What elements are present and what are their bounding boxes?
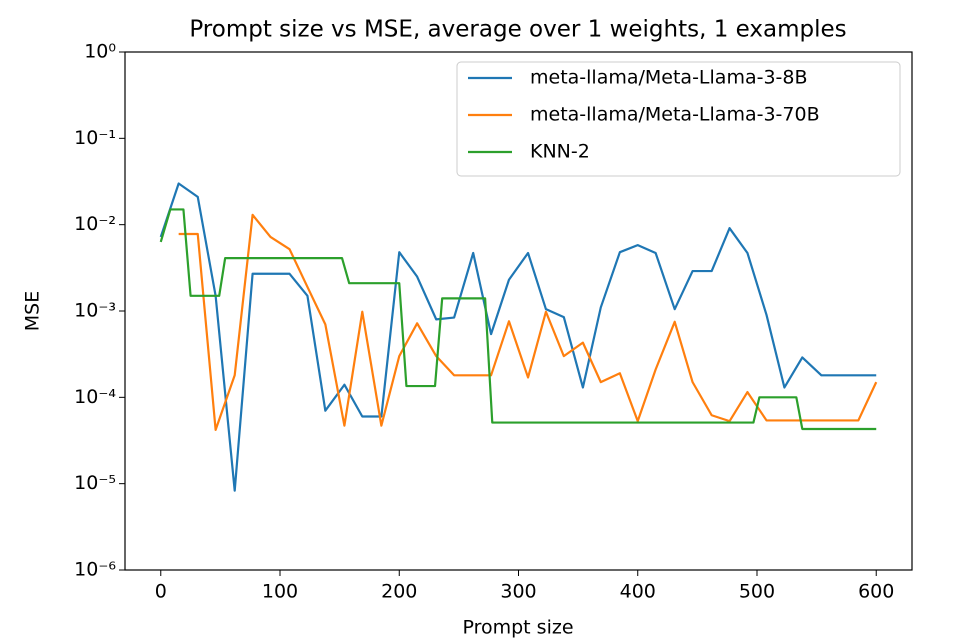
y-tick-label: 10⁰ (84, 41, 116, 63)
x-tick-label: 400 (620, 581, 656, 603)
legend-label: KNN-2 (530, 141, 590, 163)
x-axis-label: Prompt size (462, 617, 573, 639)
y-axis-label: MSE (22, 291, 44, 331)
y-tick-label: 10⁻⁶ (74, 559, 116, 581)
series-line (159, 182, 877, 492)
x-tick-label: 600 (858, 581, 894, 603)
series-line (178, 213, 878, 431)
x-tick-label: 0 (155, 581, 167, 603)
x-tick-label: 500 (739, 581, 775, 603)
x-tick-label: 100 (262, 581, 298, 603)
y-tick-label: 10⁻⁴ (74, 386, 116, 408)
plot-frame (124, 51, 913, 571)
x-tick-label: 200 (381, 581, 417, 603)
y-tick-label: 10⁻³ (74, 300, 116, 322)
legend-label: meta-llama/Meta-Llama-3-8B (530, 67, 808, 89)
y-tick-label: 10⁻⁵ (74, 472, 116, 494)
x-tick-label: 300 (500, 581, 536, 603)
legend-label: meta-llama/Meta-Llama-3-70B (530, 104, 820, 126)
y-tick-label: 10⁻¹ (74, 127, 116, 149)
y-tick-label: 10⁻² (74, 213, 116, 235)
legend-box (456, 61, 901, 177)
series-line (159, 208, 877, 431)
chart-title: Prompt size vs MSE, average over 1 weigh… (189, 17, 846, 43)
